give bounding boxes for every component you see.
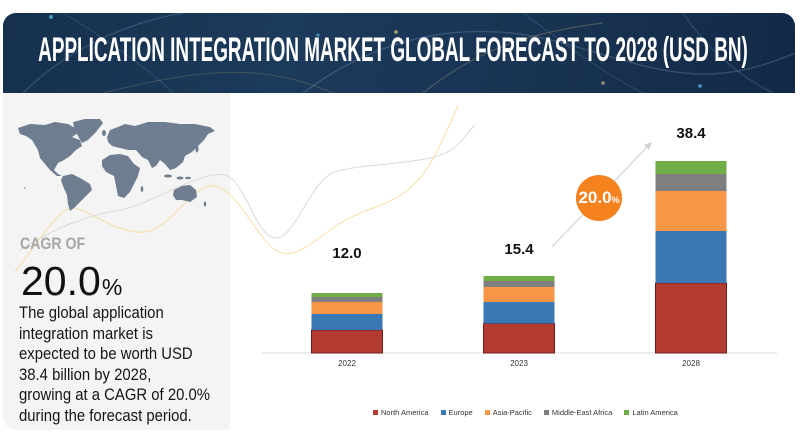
bars-group [311, 161, 727, 354]
description-line: integration market is [19, 323, 153, 343]
bar-segment-middle-east-africa-2023 [483, 281, 555, 287]
bar-segment-middle-east-africa-2028 [655, 174, 727, 191]
description-line: The global application [19, 303, 164, 322]
data-label-2023: 15.4 [504, 241, 534, 258]
legend-swatch-icon [624, 410, 630, 415]
bar-segment-europe-2028 [655, 231, 727, 283]
description-line: growing at a CAGR of 20.0% [19, 385, 210, 405]
cagr-bubble-circle [576, 175, 622, 221]
header-banner: APPLICATION INTEGRATION MARKET GLOBAL FO… [3, 13, 795, 93]
legend-swatch-icon [440, 410, 446, 415]
bar-segment-asia-pacific-2023 [483, 287, 555, 302]
bar-segment-latin-america-2028 [655, 161, 727, 174]
legend-swatch-icon [373, 410, 378, 415]
x-tick-labels-group: 2022 2023 2028 [338, 359, 700, 368]
market-description: The global application integration marke… [19, 303, 229, 427]
stacked-bar-chart: 12.0 15.4 38.4 2022 2023 2028 20.0% [262, 125, 777, 368]
bar-segment-latin-america-2023 [483, 276, 555, 281]
data-label-2022: 12.0 [332, 245, 361, 262]
bar-segment-europe-2023 [483, 302, 555, 324]
legend-item-middle-east-africa: Middle-East Africa [543, 408, 613, 417]
cagr-bubble: 20.0% [576, 175, 622, 221]
bar-segment-north-america-2028 [655, 282, 727, 354]
legend-swatch-icon [484, 410, 490, 415]
page-title: APPLICATION INTEGRATION MARKET GLOBAL FO… [38, 31, 748, 69]
legend-label: North America [381, 408, 429, 417]
cagr-label: CAGR OF [20, 234, 86, 253]
x-tick-label-2022: 2022 [338, 359, 356, 368]
header-background-streaks [22, 13, 795, 93]
legend-label: Latin America [632, 408, 678, 417]
bar-segment-middle-east-africa-2022 [311, 297, 383, 302]
legend-label: Middle-East Africa [551, 408, 613, 417]
bar-segment-asia-pacific-2028 [655, 191, 727, 231]
legend-item-asia-pacific: Asia-Pacific [484, 408, 532, 417]
bar-segment-asia-pacific-2022 [311, 302, 383, 314]
description-line: 38.4 billion by 2028, [19, 364, 152, 384]
legend-label: Asia-Pacific [492, 408, 532, 417]
chart-legend: North America Europe Asia-Pacific Middle-Ea… [373, 408, 678, 417]
bar-segment-latin-america-2022 [311, 293, 383, 297]
x-tick-label-2028: 2028 [682, 359, 700, 368]
legend-label: Europe [448, 408, 473, 417]
legend-item-latin-america: Latin America [624, 408, 678, 417]
cagr-value-unit: % [101, 274, 123, 300]
description-line: expected to be worth USD [19, 344, 193, 364]
legend-swatch-icon [543, 410, 549, 415]
bar-segment-north-america-2022 [311, 329, 383, 354]
x-tick-label-2023: 2023 [510, 359, 528, 368]
description-line: during the forecast period. [19, 405, 192, 425]
legend-item-europe: Europe [440, 408, 473, 417]
cagr-value-number: 20.0 [21, 258, 101, 304]
data-label-2028: 38.4 [676, 125, 706, 142]
cagr-bubble-unit: % [612, 195, 620, 205]
bar-segment-europe-2022 [311, 314, 383, 330]
legend-item-north-america: North America [373, 408, 429, 417]
arrowhead-icon [644, 142, 652, 150]
cagr-bubble-value: 20.0 [578, 188, 611, 207]
bar-segment-north-america-2023 [483, 323, 555, 354]
cagr-bubble-text: 20.0% [578, 188, 619, 207]
